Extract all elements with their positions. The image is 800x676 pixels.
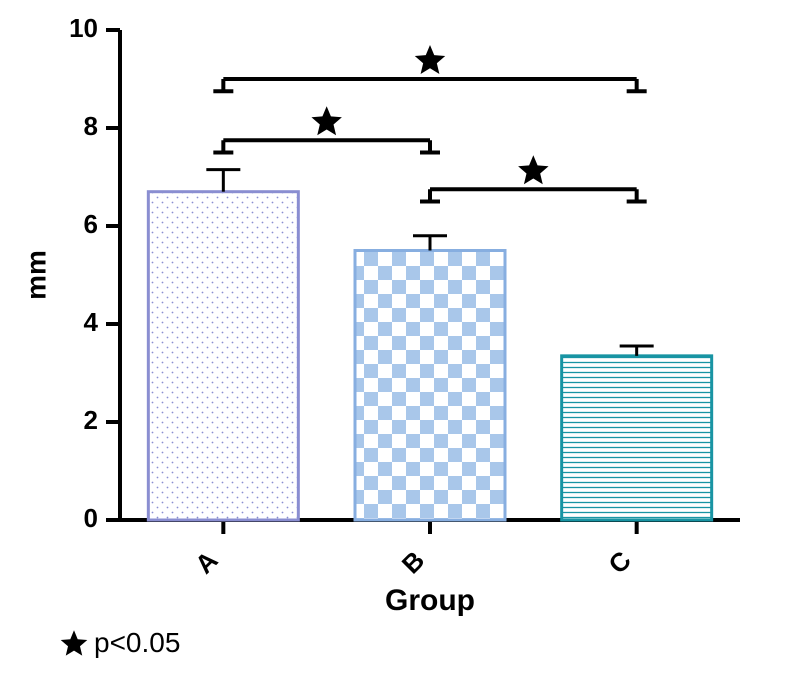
significance-bracket xyxy=(213,45,646,91)
y-tick-label: 6 xyxy=(84,209,98,239)
significance-bracket xyxy=(213,106,440,152)
y-tick-label: 2 xyxy=(84,405,98,435)
bar-A xyxy=(148,170,298,520)
y-tick-label: 8 xyxy=(84,111,98,141)
legend-note-text: p<0.05 xyxy=(94,627,180,658)
star-icon xyxy=(311,106,341,135)
x-tick-label: A xyxy=(189,545,224,580)
x-tick-label: B xyxy=(396,545,430,579)
x-axis-label: Group xyxy=(385,584,475,617)
bar-B xyxy=(355,236,505,520)
x-tick-label: C xyxy=(602,545,637,580)
star-icon xyxy=(518,155,548,184)
significance-bracket xyxy=(420,155,647,201)
star-icon xyxy=(61,630,88,655)
y-tick-label: 10 xyxy=(69,13,98,43)
legend-note: p<0.05 xyxy=(61,627,181,658)
star-icon xyxy=(415,45,445,74)
bar-C xyxy=(562,346,712,520)
y-axis-label: mm xyxy=(20,250,51,300)
y-tick-label: 0 xyxy=(84,503,98,533)
y-tick-label: 4 xyxy=(84,307,99,337)
